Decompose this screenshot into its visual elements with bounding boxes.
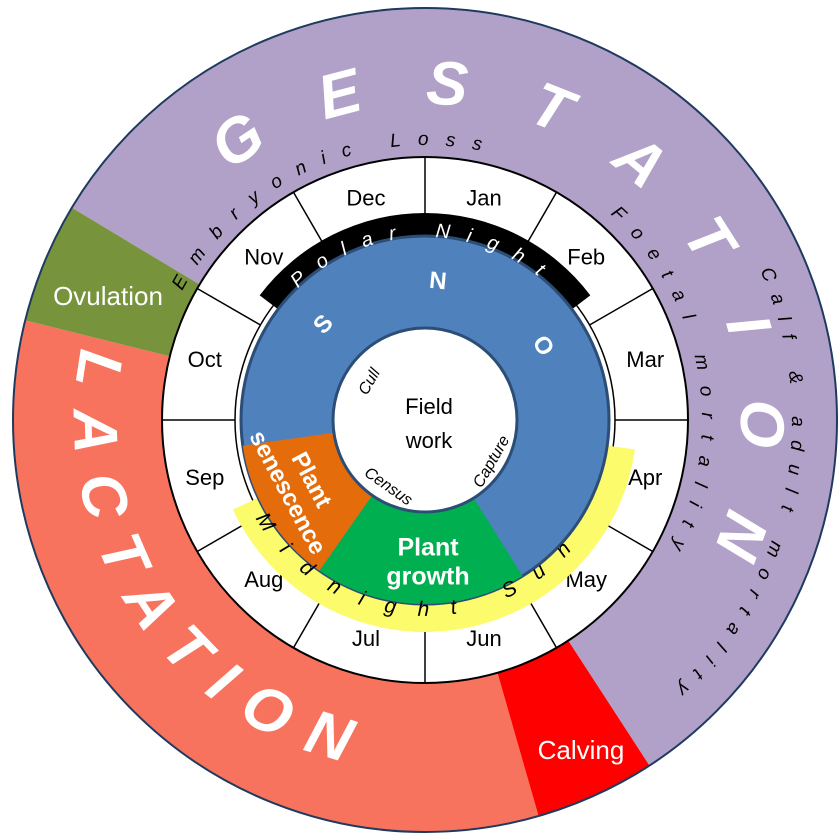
month-label: Mar bbox=[626, 347, 664, 372]
ovulation-label: Ovulation bbox=[53, 281, 163, 311]
outer-border bbox=[12, 7, 838, 833]
month-label: Jul bbox=[352, 626, 380, 651]
plant-growth-label-line: Plant bbox=[397, 533, 459, 561]
month-label: Dec bbox=[346, 186, 385, 211]
month-label: Jun bbox=[466, 626, 501, 651]
polar-night-band bbox=[259, 213, 591, 311]
calving-sector bbox=[497, 640, 650, 817]
plant-senescence-sector bbox=[242, 432, 373, 571]
month-label: Jan bbox=[466, 186, 501, 211]
plant-growth-label: Plant growth bbox=[386, 533, 469, 590]
month-label: Sep bbox=[185, 465, 224, 490]
calving-label: Calving bbox=[538, 735, 625, 765]
plant-growth-label-line: growth bbox=[386, 562, 469, 590]
field-work-label-line: Field bbox=[405, 394, 453, 419]
plant-growth-sector bbox=[319, 495, 523, 604]
month-label: Oct bbox=[188, 347, 222, 372]
month-label: Nov bbox=[244, 245, 283, 270]
month-label: Feb bbox=[567, 245, 605, 270]
ovulation-sector bbox=[25, 207, 200, 357]
gestation-sector bbox=[71, 8, 837, 766]
field-work-disk bbox=[331, 326, 519, 514]
field-work-label: Field work bbox=[405, 394, 453, 453]
midnight-sun-band bbox=[232, 445, 635, 632]
field-work-label-line: work bbox=[405, 428, 453, 453]
month-divider bbox=[196, 287, 261, 326]
month-label: Apr bbox=[628, 465, 662, 490]
month-divider bbox=[589, 287, 654, 326]
lactation-sector bbox=[12, 320, 539, 832]
